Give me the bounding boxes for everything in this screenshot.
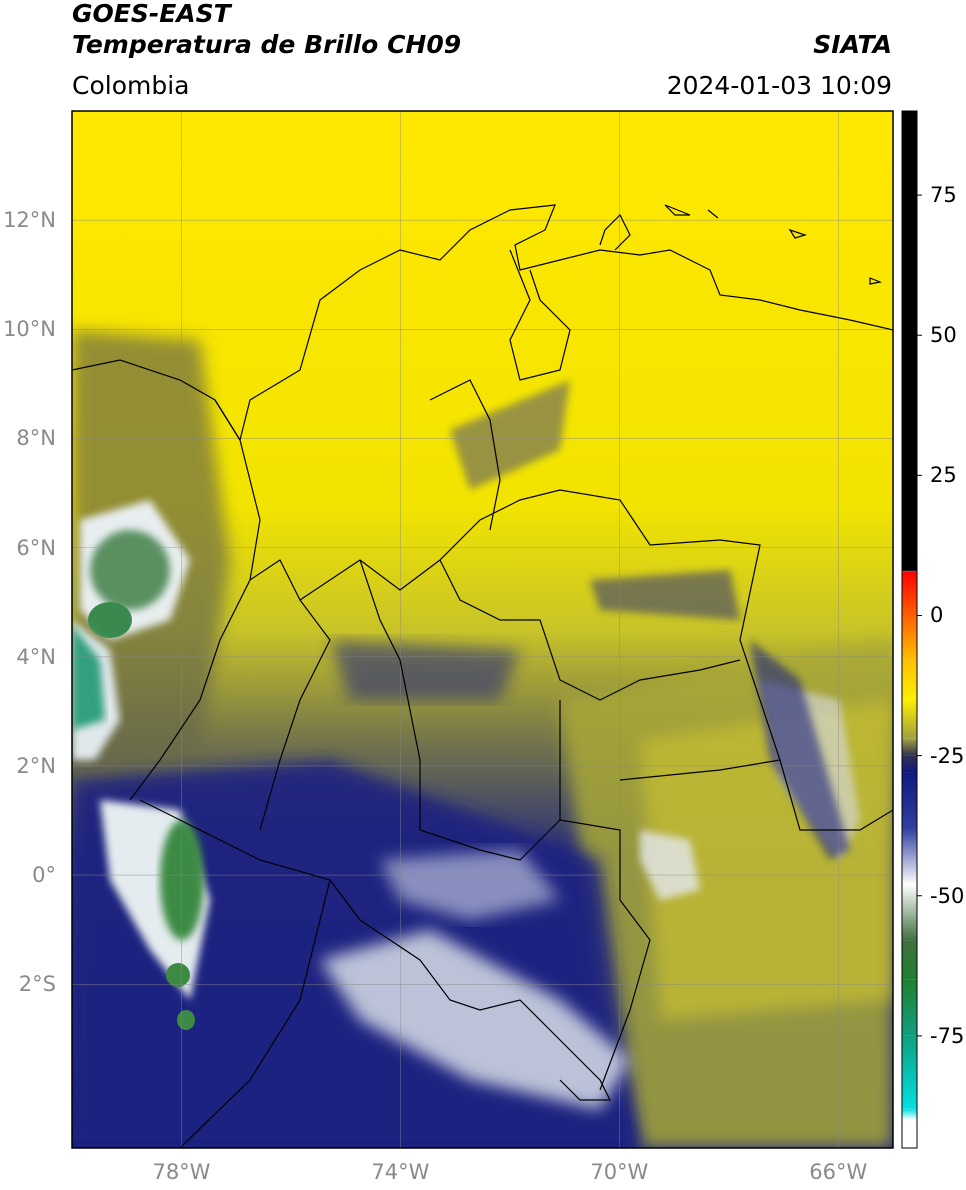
colorbar-segment [902, 772, 917, 829]
colorbar [902, 111, 917, 1148]
colorbar-segment [902, 1108, 917, 1120]
colorbar-segment [902, 571, 917, 616]
lon-tick-label: 74°W [371, 1160, 430, 1184]
colorbar-label: -25 [930, 743, 965, 768]
lat-tick-label: 4°N [16, 644, 56, 669]
lat-tick-label: 2°S [18, 972, 56, 997]
colorbar-label: -50 [930, 883, 965, 908]
lat-tick-label: 10°N [3, 317, 56, 342]
borders [71, 204, 894, 1149]
colorbar-segment [902, 570, 917, 572]
colorbar-segment [902, 699, 917, 739]
product-title: GOES-EAST [72, 0, 231, 28]
map-frame [71, 110, 894, 1149]
region-label: Colombia [72, 71, 190, 100]
lat-tick-label: 6°N [16, 535, 56, 560]
colorbar-segment [902, 1119, 917, 1148]
datetime-label: 2024-01-03 10:09 [666, 71, 892, 100]
colorbar-segment [902, 738, 917, 756]
graticule [72, 111, 893, 1148]
lat-tick-label: 8°N [16, 426, 56, 451]
colorbar-segment [902, 1035, 917, 1109]
lat-tick-label: 2°N [16, 753, 56, 778]
colorbar-segment [902, 755, 917, 773]
colorbar-segment [902, 615, 917, 661]
colorbar-segment [902, 940, 917, 980]
colorbar-label: 25 [930, 463, 957, 488]
colorbar-label: 0 [930, 603, 944, 628]
colorbar-frame [901, 110, 918, 1149]
lon-tick-label: 70°W [590, 1160, 649, 1184]
colorbar-segment [902, 979, 917, 1036]
colorbar-label: 75 [930, 183, 957, 208]
lat-tick-label: 0° [32, 863, 56, 888]
colorbar-segment [902, 660, 917, 700]
colorbar-ticks [917, 194, 922, 1037]
colorbar-segment [902, 828, 917, 885]
colorbar-segment [902, 884, 917, 941]
colorbar-segment [902, 111, 917, 571]
colorbar-label: 50 [930, 323, 957, 348]
lon-tick-label: 78°W [152, 1160, 211, 1184]
brand-label: SIATA [813, 30, 892, 59]
lon-tick-label: 66°W [809, 1160, 868, 1184]
colorbar-label: -75 [930, 1023, 965, 1048]
lat-tick-label: 12°N [3, 208, 56, 233]
satellite-imagery [72, 111, 893, 1148]
channel-title: Temperatura de Brillo CH09 [72, 30, 462, 59]
